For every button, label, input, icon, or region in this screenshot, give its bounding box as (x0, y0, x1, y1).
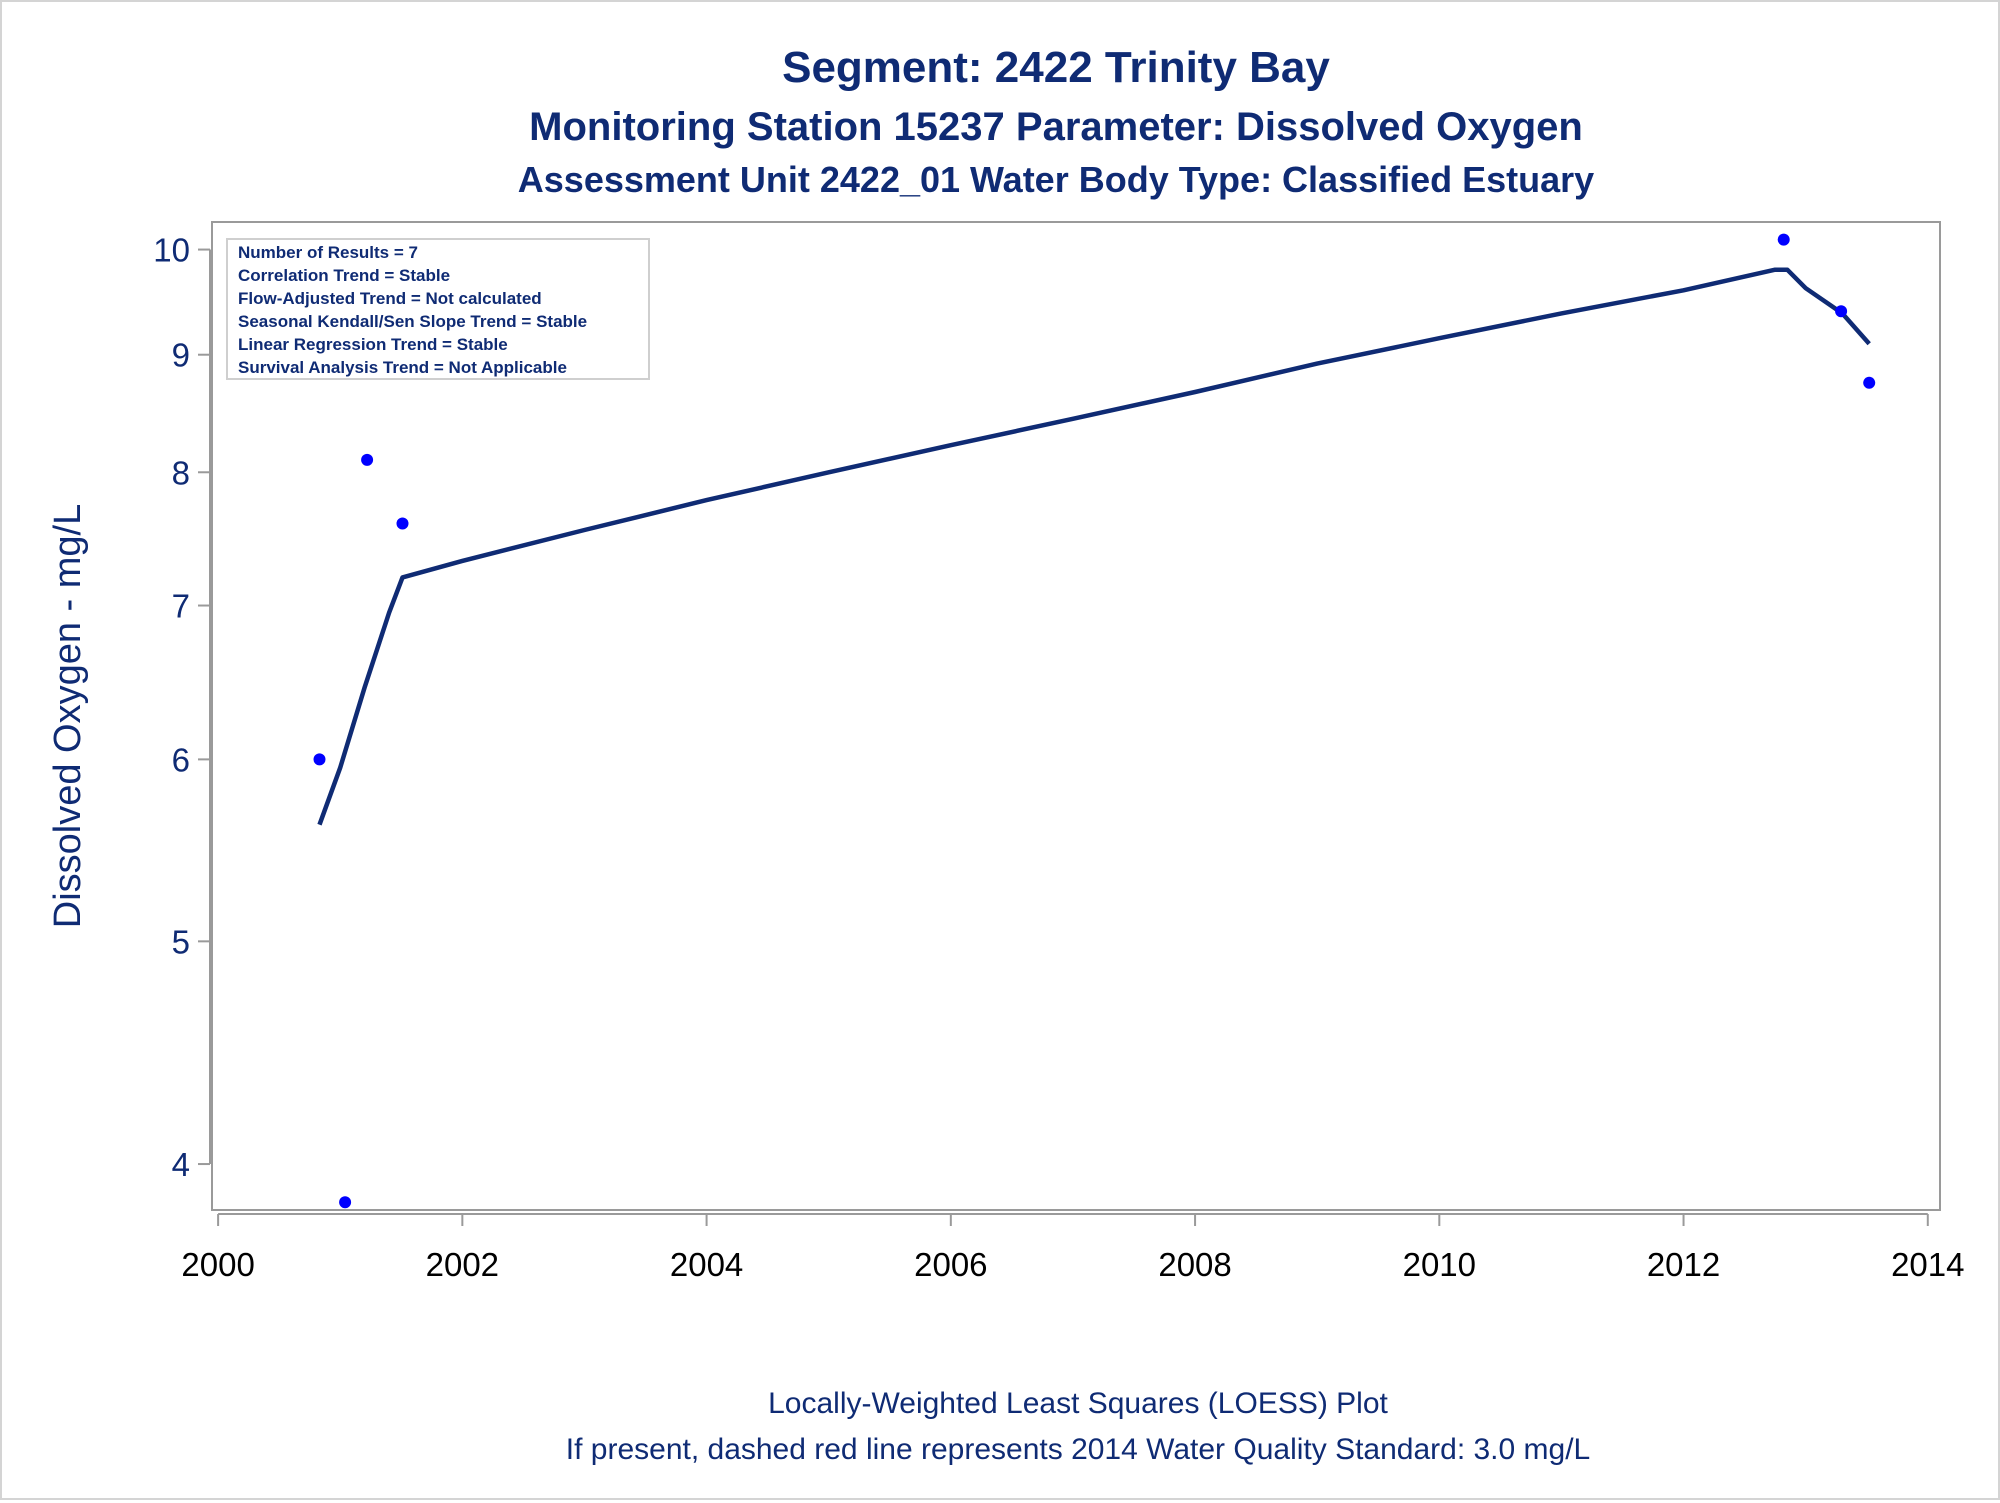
footnote-standard: If present, dashed red line represents 2… (566, 1433, 1590, 1466)
x-tick-label: 2010 (1403, 1246, 1476, 1283)
y-axis: 4 5 6 7 8 9 10 (153, 232, 211, 1183)
chart-subtitle-assessment: Assessment Unit 2422_01 Water Body Type:… (518, 159, 1594, 200)
data-point (1835, 305, 1848, 318)
x-tick-label: 2006 (914, 1246, 987, 1283)
y-axis-label: Dissolved Oxygen - mg/L (47, 504, 89, 929)
footnote-loess: Locally-Weighted Least Squares (LOESS) P… (768, 1387, 1388, 1420)
loess-curve (317, 267, 1871, 826)
data-point (1777, 233, 1790, 246)
x-tick-label: 2008 (1158, 1246, 1231, 1283)
data-points (313, 233, 1876, 1209)
x-tick-label: 2000 (181, 1246, 254, 1283)
y-tick-label: 8 (172, 454, 190, 491)
stat-flow-adjusted-trend: Flow-Adjusted Trend = Not calculated (238, 289, 542, 308)
data-point (313, 753, 326, 766)
trend-stats-box: Number of Results = 7 Correlation Trend … (226, 238, 650, 380)
x-tick-label: 2014 (1891, 1246, 1964, 1283)
x-tick-label: 2002 (426, 1246, 499, 1283)
y-tick-label: 10 (153, 232, 190, 269)
stat-linear-regression-trend: Linear Regression Trend = Stable (238, 335, 508, 354)
loess-line (317, 267, 1871, 826)
chart-title: Segment: 2422 Trinity Bay (782, 43, 1330, 92)
chart-subtitle-station: Monitoring Station 15237 Parameter: Diss… (529, 105, 1583, 149)
y-tick-label: 9 (172, 337, 190, 374)
data-point (339, 1196, 352, 1209)
stat-survival-analysis-trend: Survival Analysis Trend = Not Applicable (238, 358, 567, 377)
stats-box-border (226, 238, 650, 380)
stat-seasonal-kendall-trend: Seasonal Kendall/Sen Slope Trend = Stabl… (238, 312, 587, 331)
y-tick-label: 7 (172, 588, 190, 625)
y-tick-label: 5 (172, 923, 190, 960)
x-tick-label: 2004 (670, 1246, 743, 1283)
data-point (396, 517, 409, 530)
data-point (1863, 376, 1876, 389)
plot-area (211, 221, 1941, 1211)
x-tick-label: 2012 (1647, 1246, 1720, 1283)
y-tick-label: 4 (172, 1146, 190, 1183)
stat-number-of-results: Number of Results = 7 (238, 243, 418, 262)
stat-correlation-trend: Correlation Trend = Stable (238, 266, 450, 285)
y-tick-label: 6 (172, 741, 190, 778)
data-point (361, 453, 374, 466)
x-axis: 2000 2002 2004 2006 2008 2010 2012 2014 (181, 1213, 1964, 1283)
